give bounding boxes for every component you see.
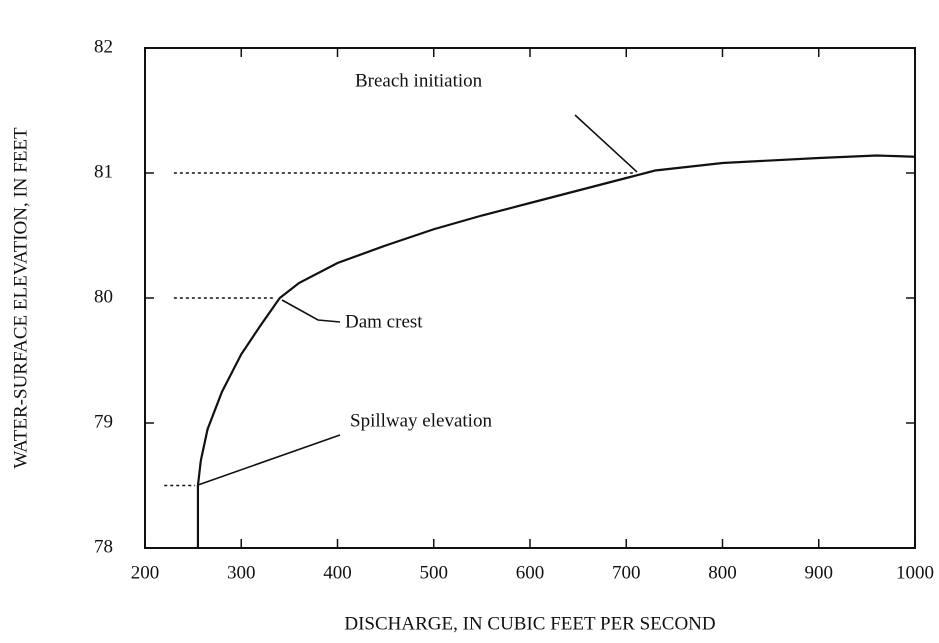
x-tick-label: 900 bbox=[805, 562, 834, 583]
x-tick-label: 800 bbox=[708, 562, 737, 583]
x-tick-label: 500 bbox=[420, 562, 449, 583]
x-axis-label: DISCHARGE, IN CUBIC FEET PER SECOND bbox=[344, 613, 715, 634]
x-tick-label: 600 bbox=[516, 562, 545, 583]
annotation: Dam crest bbox=[345, 311, 423, 332]
leader-line bbox=[574, 114, 638, 173]
annotation: Breach initiation bbox=[355, 70, 483, 91]
x-tick-label: 1000 bbox=[896, 562, 934, 583]
y-tick-label: 81 bbox=[94, 161, 113, 182]
leader-line bbox=[197, 434, 341, 486]
y-tick-label: 80 bbox=[94, 286, 113, 307]
y-axis-label: WATER-SURFACE ELEVATION, IN FEET bbox=[10, 127, 31, 469]
leader-line bbox=[281, 299, 341, 323]
annotation: Spillway elevation bbox=[350, 410, 492, 431]
y-tick-label: 78 bbox=[94, 536, 113, 557]
y-tick-label: 79 bbox=[94, 411, 113, 432]
data-line bbox=[196, 154, 916, 548]
x-tick-label: 700 bbox=[612, 562, 641, 583]
x-tick-label: 200 bbox=[131, 562, 160, 583]
x-tick-label: 300 bbox=[227, 562, 256, 583]
y-tick-label: 82 bbox=[94, 36, 113, 57]
x-tick-label: 400 bbox=[323, 562, 352, 583]
